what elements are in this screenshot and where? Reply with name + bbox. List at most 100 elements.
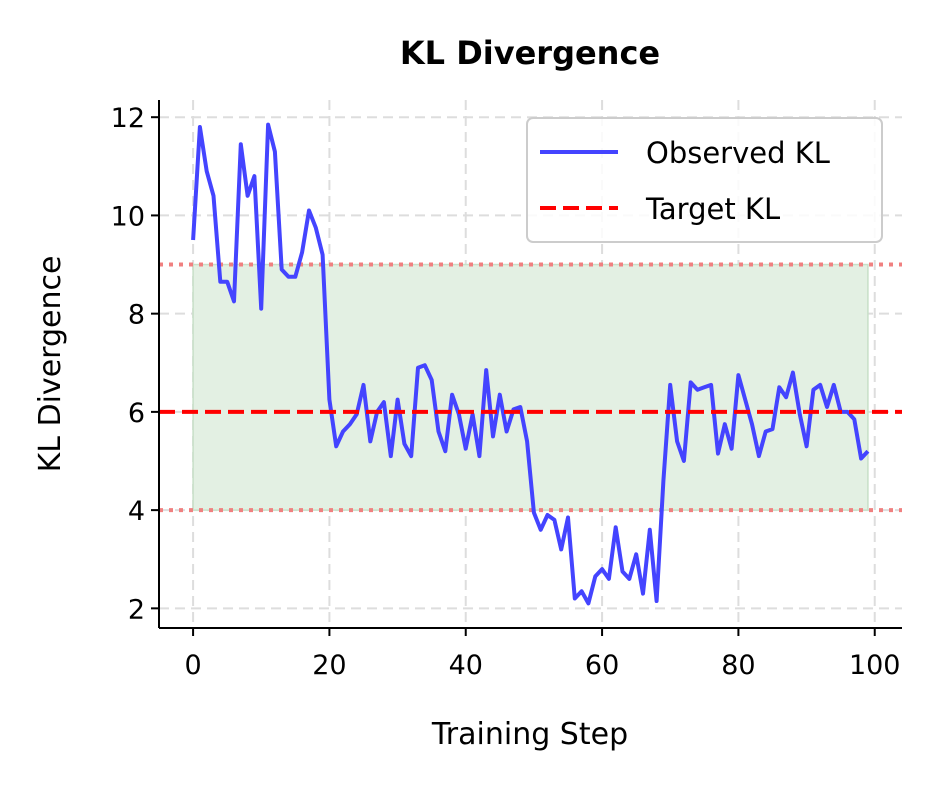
observed-kl-point <box>547 515 548 516</box>
x-tick-label: 0 <box>184 650 201 681</box>
observed-kl-point <box>649 529 650 530</box>
observed-kl-point <box>731 448 732 449</box>
observed-kl-point <box>670 384 671 385</box>
observed-kl-point <box>445 451 446 452</box>
observed-kl-point <box>261 308 262 309</box>
observed-kl-point <box>867 451 868 452</box>
observed-kl-point <box>533 512 534 513</box>
observed-kl-point <box>779 387 780 388</box>
observed-kl-point <box>629 578 630 579</box>
legend: Observed KL Target KL <box>526 117 883 243</box>
y-axis-label: KL Divergence <box>33 256 68 473</box>
observed-kl-point <box>820 384 821 385</box>
observed-kl-point <box>213 195 214 196</box>
observed-kl-point <box>738 375 739 376</box>
observed-kl-point <box>622 571 623 572</box>
x-tick-label: 20 <box>312 650 346 681</box>
observed-kl-point <box>254 176 255 177</box>
observed-kl-point <box>308 210 309 211</box>
observed-kl-point <box>520 406 521 407</box>
observed-kl-point <box>404 443 405 444</box>
observed-kl-point <box>833 384 834 385</box>
x-axis-label: Training Step <box>431 717 628 752</box>
observed-kl-point <box>588 603 589 604</box>
observed-kl-point <box>527 441 528 442</box>
observed-kl-point <box>288 276 289 277</box>
observed-kl-point <box>608 578 609 579</box>
observed-kl-point <box>356 414 357 415</box>
observed-kl-point <box>786 397 787 398</box>
observed-kl-point <box>424 365 425 366</box>
legend-target-label: Target KL <box>645 192 780 226</box>
x-tick-label: 100 <box>849 650 901 681</box>
observed-kl-point <box>745 399 746 400</box>
observed-kl-point <box>193 239 194 240</box>
observed-kl-point <box>336 446 337 447</box>
y-tick-label: 8 <box>128 300 145 331</box>
observed-kl-point <box>486 370 487 371</box>
observed-kl-point <box>581 591 582 592</box>
observed-kl-point <box>636 554 637 555</box>
observed-kl-point <box>411 456 412 457</box>
observed-kl-point <box>561 549 562 550</box>
observed-kl-point <box>690 382 691 383</box>
observed-kl-point <box>567 517 568 518</box>
y-tick-label: 10 <box>111 201 145 232</box>
observed-kl-point <box>452 394 453 395</box>
observed-kl-point <box>574 598 575 599</box>
observed-kl-point <box>540 529 541 530</box>
observed-kl-point <box>806 446 807 447</box>
series <box>159 122 902 606</box>
observed-kl-point <box>479 456 480 457</box>
y-tick-label: 2 <box>128 594 145 625</box>
observed-kl-point <box>315 227 316 228</box>
observed-kl-point <box>329 399 330 400</box>
observed-kl-point <box>656 600 657 601</box>
observed-kl-point <box>861 458 862 459</box>
observed-kl-point <box>758 456 759 457</box>
observed-kl-point <box>274 151 275 152</box>
chart-title: KL Divergence <box>400 34 660 72</box>
observed-kl-point <box>302 252 303 253</box>
observed-kl-point <box>349 424 350 425</box>
observed-kl-point <box>792 372 793 373</box>
observed-kl-point <box>383 402 384 403</box>
observed-kl-point <box>697 389 698 390</box>
observed-kl-point <box>227 281 228 282</box>
observed-kl-point <box>397 399 398 400</box>
x-tick-label: 80 <box>721 650 755 681</box>
y-tick-label: 6 <box>128 398 145 429</box>
observed-kl-point <box>458 414 459 415</box>
observed-kl-point <box>642 593 643 594</box>
observed-kl-point <box>206 171 207 172</box>
observed-kl-point <box>268 124 269 125</box>
observed-kl-point <box>663 480 664 481</box>
observed-kl-point <box>363 384 364 385</box>
observed-kl-point <box>799 414 800 415</box>
observed-kl-point <box>813 389 814 390</box>
observed-kl-point <box>595 576 596 577</box>
observed-kl-point <box>343 431 344 432</box>
observed-kl-point <box>772 429 773 430</box>
y-tick-label: 4 <box>128 496 145 527</box>
observed-kl-point <box>765 431 766 432</box>
observed-kl-point <box>472 414 473 415</box>
x-tick-label: 60 <box>585 650 619 681</box>
axes: 0 20 40 60 80 100 2 4 6 8 10 12 <box>111 100 902 681</box>
observed-kl-point <box>233 301 234 302</box>
observed-kl-point <box>602 569 603 570</box>
observed-kl-point <box>281 269 282 270</box>
observed-kl-point <box>370 441 371 442</box>
observed-kl-point <box>827 406 828 407</box>
observed-kl-point <box>615 527 616 528</box>
observed-kl-point <box>465 448 466 449</box>
observed-kl-point <box>847 411 848 412</box>
observed-kl-point <box>854 419 855 420</box>
observed-kl-point <box>390 456 391 457</box>
observed-kl-point <box>752 424 753 425</box>
observed-kl-point <box>683 461 684 462</box>
observed-kl-point <box>499 394 500 395</box>
observed-kl-point <box>220 281 221 282</box>
observed-kl-point <box>554 519 555 520</box>
